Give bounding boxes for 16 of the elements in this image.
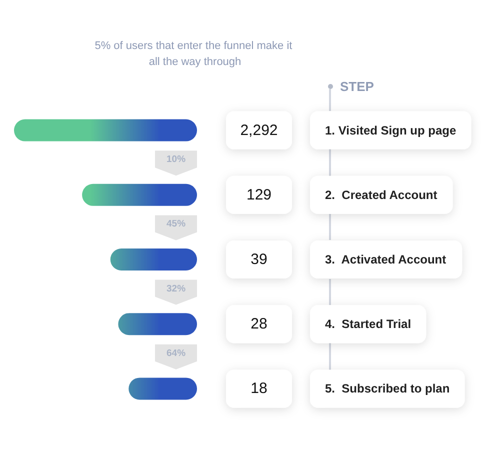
text: STEP bbox=[340, 79, 374, 94]
text: 45% bbox=[166, 218, 186, 230]
text: 5% of users that enter the funnel make it all the way through bbox=[94, 40, 296, 68]
category-label: 2. Created Account bbox=[325, 188, 438, 202]
text: 32% bbox=[166, 283, 186, 294]
category-label: 4. Started Trial bbox=[325, 317, 412, 332]
data-label: 28 bbox=[250, 316, 268, 333]
category-label: 3. Activated Account bbox=[325, 252, 446, 266]
data-label: 39 bbox=[250, 251, 268, 268]
text: 10% bbox=[166, 154, 186, 166]
data-label: 2,292 bbox=[240, 122, 278, 139]
data-label: 18 bbox=[250, 380, 268, 398]
category-label: 5. Subscribed to plan bbox=[325, 382, 450, 396]
text: 64% bbox=[166, 348, 186, 359]
data-label: 129 bbox=[246, 186, 272, 204]
category-label: 1. Visited Sign up page bbox=[325, 123, 456, 138]
